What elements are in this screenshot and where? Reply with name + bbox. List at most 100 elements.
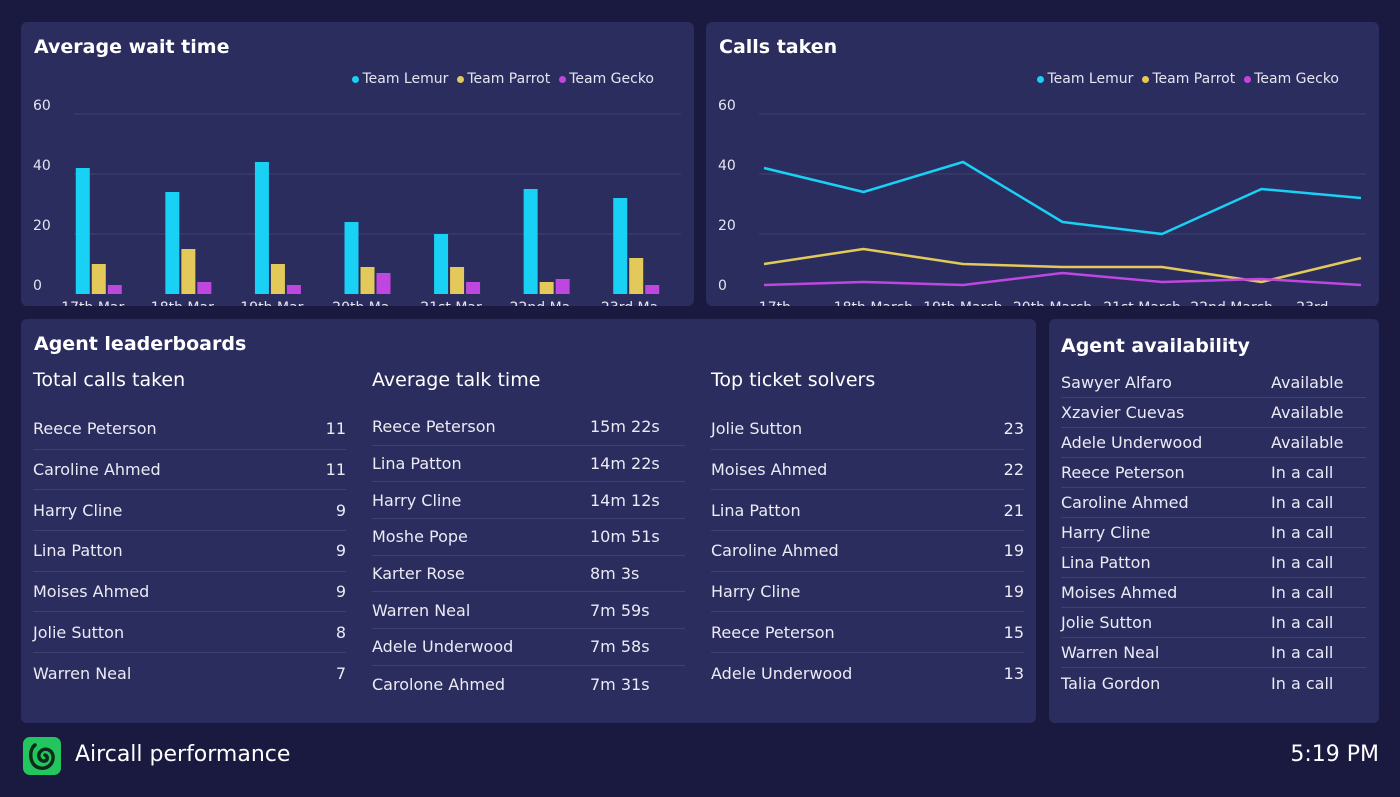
availability-status: In a call	[1271, 523, 1334, 542]
y-tick-label: 60	[718, 98, 736, 114]
leaderboard-value: 19	[1003, 541, 1024, 561]
series-line	[763, 160, 1362, 236]
agent-name: Talia Gordon	[1061, 673, 1161, 693]
agent-name: Xzavier Cuevas	[1061, 403, 1185, 422]
legend-item-gecko: Team Gecko	[559, 71, 654, 87]
bar	[344, 222, 359, 294]
bar	[613, 198, 628, 294]
availability-status: Available	[1271, 373, 1344, 392]
leaderboard-value: 9	[335, 582, 346, 602]
leaderboard-row: Reece Peterson 15	[711, 612, 1024, 654]
agent-name: Adele Underwood	[711, 663, 853, 683]
leaderboard-value: 9	[335, 500, 346, 520]
bar	[523, 189, 538, 294]
x-tick-label: 20th Ma...	[332, 300, 403, 306]
x-tick-label: 21st March	[1103, 300, 1181, 306]
legend-label: Team Lemur	[362, 71, 449, 87]
y-tick-label: 40	[33, 158, 51, 174]
footer-title: Aircall performance	[75, 742, 291, 767]
legend-item-lemur: Team Lemur	[1037, 71, 1133, 87]
bar	[376, 273, 391, 294]
y-tick-label: 60	[33, 98, 51, 114]
availability-list: Sawyer Alfaro Available Xzavier Cuevas Avai…	[1061, 368, 1366, 698]
availability-row: Adele Underwood Available	[1061, 428, 1366, 458]
leaderboard-row: Moises Ahmed 22	[711, 450, 1024, 491]
availability-status: In a call	[1271, 463, 1334, 482]
agent-name: Lina Patton	[1061, 553, 1151, 572]
agent-name: Sawyer Alfaro	[1061, 373, 1172, 392]
legend-item-lemur: Team Lemur	[352, 71, 448, 87]
agent-name: Harry Cline	[711, 582, 801, 602]
legend-dot-icon	[352, 75, 360, 83]
leaderboard-row: Moises Ahmed 9	[33, 572, 346, 613]
availability-row: Sawyer Alfaro Available	[1061, 368, 1366, 398]
agent-name: Jolie Sutton	[711, 419, 803, 439]
leaderboard-value: 8m 3s	[590, 564, 640, 584]
bar	[254, 162, 269, 294]
availability-row: Caroline Ahmed In a call	[1061, 488, 1366, 518]
legend-dot-icon	[457, 75, 465, 83]
board-title: Top ticket solvers	[711, 369, 876, 391]
x-tick-label: 17th Mar...	[61, 300, 136, 306]
agent-availability-title: Agent availability	[1061, 335, 1250, 357]
leaderboard-value: 21	[1003, 500, 1024, 520]
agent-name: Reece Peterson	[1061, 463, 1185, 482]
availability-row: Talia Gordon In a call	[1061, 668, 1366, 698]
leaderboard-value: 23	[1003, 419, 1024, 439]
availability-row: Harry Cline In a call	[1061, 518, 1366, 548]
bar	[270, 264, 285, 294]
agent-name: Harry Cline	[372, 490, 462, 510]
leaderboard-value: 14m 22s	[590, 454, 660, 474]
bar	[91, 264, 106, 294]
leaderboard-row: Warren Neal 7	[33, 653, 346, 694]
leaderboard-row: Carolone Ahmed 7m 31s	[372, 666, 685, 703]
legend-dot-icon	[1037, 75, 1045, 83]
leaderboard-row: Karter Rose 8m 3s	[372, 556, 685, 593]
average-talk-time-board: Average talk time Reece Peterson 15m 22s L…	[372, 369, 685, 703]
availability-status: In a call	[1271, 613, 1334, 632]
board-title: Total calls taken	[33, 369, 186, 391]
agent-name: Reece Peterson	[33, 419, 157, 439]
x-tick-label: 23rd Ma...	[601, 300, 672, 306]
wait-time-bar-chart: 0 20 40 60 17th Mar... 18th Mar... 19th Mar...…	[33, 98, 681, 306]
bar	[75, 168, 90, 294]
legend-dot-icon	[1142, 75, 1150, 83]
bar	[629, 258, 644, 294]
availability-status: In a call	[1271, 673, 1334, 693]
x-tick-label: 17th ...	[759, 300, 809, 306]
x-tick-label: 22nd March	[1190, 300, 1273, 306]
calls-taken-line-chart: 0 20 40 60 17th ... 18th March 19th March 20th …	[718, 98, 1366, 306]
bar	[555, 279, 570, 294]
agent-name: Caroline Ahmed	[711, 541, 839, 561]
agent-name: Warren Neal	[1061, 643, 1160, 662]
legend-item-gecko: Team Gecko	[1244, 71, 1339, 87]
total-calls-board: Total calls taken Reece Peterson 11 Caroli…	[33, 369, 346, 694]
y-tick-label: 40	[718, 158, 736, 174]
availability-row: Reece Peterson In a call	[1061, 458, 1366, 488]
leaderboard-value: 11	[325, 419, 346, 439]
agent-availability-panel: Agent availability Sawyer Alfaro Availabl…	[1049, 319, 1379, 723]
y-tick-label: 0	[33, 278, 42, 294]
legend-dot-icon	[1244, 75, 1252, 83]
legend-item-parrot: Team Parrot	[457, 71, 550, 87]
agent-name: Carolone Ahmed	[372, 674, 505, 694]
agent-name: Lina Patton	[33, 541, 123, 561]
agent-name: Reece Peterson	[711, 622, 835, 642]
calls-taken-title: Calls taken	[719, 36, 838, 58]
leaderboard-value: 7m 31s	[590, 674, 650, 694]
series-line	[763, 247, 1362, 284]
bar	[450, 267, 465, 294]
leaderboard-row: Jolie Sutton 23	[711, 409, 1024, 450]
leaderboard-value: 8	[335, 622, 346, 642]
legend-label: Team Gecko	[1254, 71, 1339, 87]
agent-name: Adele Underwood	[1061, 433, 1203, 452]
agent-name: Moises Ahmed	[33, 582, 150, 602]
calls-chart-legend: Team Lemur Team Parrot Team Gecko	[1037, 71, 1339, 87]
availability-status: Available	[1271, 433, 1344, 452]
legend-dot-icon	[559, 75, 567, 83]
agent-name: Caroline Ahmed	[33, 460, 161, 480]
bar	[539, 282, 554, 294]
leaderboard-value: 22	[1003, 460, 1024, 480]
clock-time: 5:19 PM	[1290, 742, 1379, 767]
leaderboard-row: Reece Peterson 11	[33, 409, 346, 450]
